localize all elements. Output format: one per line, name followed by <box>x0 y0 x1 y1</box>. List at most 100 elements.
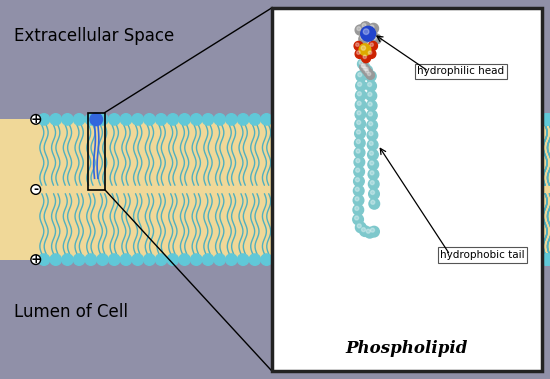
Circle shape <box>366 81 376 91</box>
Circle shape <box>358 59 367 69</box>
Circle shape <box>370 94 375 100</box>
Circle shape <box>355 216 359 220</box>
Circle shape <box>362 64 365 67</box>
Circle shape <box>355 25 365 35</box>
Circle shape <box>359 94 365 99</box>
Circle shape <box>359 103 364 108</box>
Circle shape <box>372 163 377 168</box>
Circle shape <box>358 141 364 147</box>
Circle shape <box>367 73 371 77</box>
Circle shape <box>361 53 371 63</box>
Bar <box>272 8 542 371</box>
Circle shape <box>366 69 371 74</box>
Circle shape <box>358 82 361 86</box>
Text: -: - <box>33 183 39 196</box>
Circle shape <box>202 114 214 125</box>
Circle shape <box>39 254 50 265</box>
Circle shape <box>356 149 360 153</box>
Circle shape <box>358 170 363 175</box>
Circle shape <box>362 66 370 74</box>
Circle shape <box>354 185 364 196</box>
Circle shape <box>372 45 376 49</box>
Circle shape <box>238 114 249 125</box>
Circle shape <box>368 92 372 96</box>
Circle shape <box>372 27 377 32</box>
Circle shape <box>355 207 359 210</box>
Circle shape <box>368 169 379 180</box>
Circle shape <box>359 44 371 55</box>
Circle shape <box>365 69 369 73</box>
Circle shape <box>365 57 369 61</box>
Circle shape <box>356 168 360 172</box>
Circle shape <box>368 32 372 36</box>
Circle shape <box>353 214 364 225</box>
Circle shape <box>167 114 179 125</box>
Circle shape <box>261 254 272 265</box>
Circle shape <box>179 114 190 125</box>
Circle shape <box>367 83 372 86</box>
Circle shape <box>214 114 226 125</box>
Circle shape <box>362 38 367 42</box>
Circle shape <box>372 173 377 178</box>
Circle shape <box>360 63 368 71</box>
Circle shape <box>542 114 550 125</box>
Circle shape <box>368 179 379 190</box>
Circle shape <box>371 124 376 129</box>
Circle shape <box>541 114 550 125</box>
Circle shape <box>361 26 376 41</box>
Circle shape <box>357 111 361 115</box>
Circle shape <box>367 71 371 75</box>
Circle shape <box>368 159 378 170</box>
Circle shape <box>370 34 376 39</box>
Circle shape <box>360 63 370 72</box>
Circle shape <box>371 228 375 232</box>
Circle shape <box>358 92 361 96</box>
Text: Extracellular Space: Extracellular Space <box>14 27 174 44</box>
Circle shape <box>370 104 375 109</box>
Circle shape <box>191 114 202 125</box>
Circle shape <box>191 254 202 265</box>
Text: +: + <box>30 113 41 126</box>
Circle shape <box>363 67 366 70</box>
Circle shape <box>355 222 366 233</box>
Circle shape <box>368 41 377 50</box>
Circle shape <box>353 205 364 215</box>
Circle shape <box>90 113 102 126</box>
Circle shape <box>371 200 375 204</box>
Circle shape <box>369 74 373 78</box>
Circle shape <box>354 176 364 186</box>
Circle shape <box>372 183 377 188</box>
Circle shape <box>354 166 365 177</box>
Circle shape <box>367 149 378 160</box>
Circle shape <box>358 45 362 49</box>
Circle shape <box>370 171 374 175</box>
Circle shape <box>355 109 366 120</box>
Circle shape <box>357 27 361 31</box>
Circle shape <box>373 202 378 208</box>
Circle shape <box>371 143 376 149</box>
Circle shape <box>226 114 237 125</box>
Circle shape <box>366 110 377 121</box>
Circle shape <box>74 254 85 265</box>
Circle shape <box>356 139 360 144</box>
Circle shape <box>120 254 131 265</box>
Circle shape <box>144 254 155 265</box>
Circle shape <box>542 114 550 125</box>
Circle shape <box>355 187 359 191</box>
Circle shape <box>120 114 131 125</box>
Circle shape <box>360 84 365 89</box>
Circle shape <box>369 141 373 146</box>
Circle shape <box>360 75 365 80</box>
Circle shape <box>361 228 366 232</box>
Circle shape <box>249 254 261 265</box>
Circle shape <box>369 75 375 80</box>
Circle shape <box>39 114 50 125</box>
Circle shape <box>361 63 366 67</box>
Circle shape <box>359 28 364 34</box>
Circle shape <box>359 226 365 231</box>
Bar <box>0 119 550 260</box>
Circle shape <box>132 254 144 265</box>
Circle shape <box>357 51 360 54</box>
Circle shape <box>355 178 360 182</box>
Circle shape <box>358 73 362 77</box>
